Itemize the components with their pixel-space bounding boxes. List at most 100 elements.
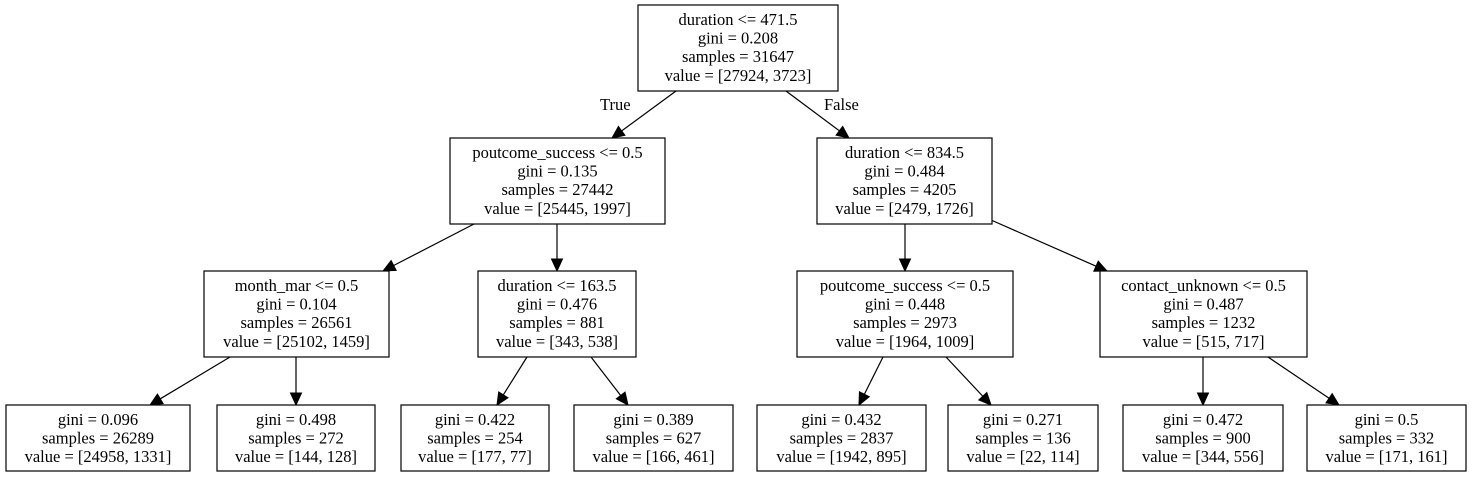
node-line: samples = 4205 (853, 180, 957, 199)
node-line: gini = 0.271 (983, 410, 1063, 429)
arrowhead-icon (1093, 260, 1109, 272)
node-line: samples = 2837 (790, 429, 894, 448)
edge-n6-n13 (1196, 357, 1210, 407)
node-line: value = [166, 461] (592, 447, 714, 466)
node-line: value = [515, 717] (1142, 332, 1264, 351)
node-line: value = [25102, 1459] (223, 332, 370, 351)
arrowhead-icon (289, 392, 303, 407)
node-line: duration <= 163.5 (498, 276, 617, 295)
arrowhead-icon (148, 393, 164, 406)
node-line: value = [22, 114] (966, 447, 1079, 466)
edge-n0-n2: False (785, 90, 859, 139)
node-line: samples = 136 (975, 429, 1070, 448)
arrowhead-icon (496, 391, 509, 407)
node-line: samples = 881 (509, 313, 604, 332)
edge-n3-n8 (289, 357, 303, 407)
edge-line (785, 90, 840, 132)
node-line: poutcome_success <= 0.5 (820, 276, 990, 295)
edge-line (590, 356, 622, 396)
edge-n2-n6 (990, 219, 1109, 272)
node-line: duration <= 834.5 (845, 143, 964, 162)
edge-n2-n5 (898, 224, 912, 273)
node-line: gini = 0.487 (1163, 295, 1243, 314)
arrowhead-icon (381, 259, 397, 272)
node-box (449, 137, 666, 225)
node-line: value = [2479, 1726] (835, 199, 974, 218)
node-line: gini = 0.104 (256, 295, 336, 314)
node-line: samples = 26561 (241, 313, 353, 332)
edge-line (945, 356, 984, 397)
node-line: value = [1964, 1009] (836, 332, 975, 351)
node-box (796, 270, 1014, 358)
node-box (947, 404, 1099, 472)
node-line: contact_unknown <= 0.5 (1121, 276, 1286, 295)
node-box (5, 404, 191, 472)
node-line: samples = 900 (1155, 429, 1250, 448)
edge-n6-n14 (1267, 356, 1340, 406)
node-line: samples = 1232 (1152, 313, 1256, 332)
edge-n3-n7 (148, 356, 231, 406)
arrowhead-icon (1196, 392, 1210, 407)
node-box (203, 270, 390, 358)
node-line: value = [27924, 3723] (665, 66, 812, 85)
arrowhead-icon (835, 125, 850, 139)
arrowhead-icon (611, 125, 626, 139)
node-line: samples = 272 (248, 429, 343, 448)
node-line: samples = 2973 (853, 313, 957, 332)
arrowhead-icon (977, 391, 992, 406)
node-box (573, 404, 734, 472)
node-line: samples = 27442 (502, 180, 614, 199)
edge-line (990, 219, 1097, 267)
node-box (1122, 404, 1284, 472)
node-line: value = [344, 556] (1142, 447, 1264, 466)
edge-n1-n4 (550, 224, 564, 273)
node-line: gini = 0.389 (613, 410, 693, 429)
node-line: samples = 332 (1339, 429, 1434, 448)
node-box (756, 404, 927, 472)
node-box (216, 404, 376, 472)
node-box (816, 137, 993, 225)
node-line: gini = 0.135 (517, 162, 597, 181)
node-line: gini = 0.432 (801, 410, 881, 429)
edge-n5-n11 (858, 356, 884, 407)
node-line: month_mar <= 0.5 (235, 276, 359, 295)
node-line: value = [24958, 1331] (25, 447, 172, 466)
node-box (400, 404, 550, 472)
edge-line (621, 90, 677, 132)
arrowhead-icon (550, 258, 564, 273)
node-line: gini = 0.208 (698, 29, 778, 48)
node-line: value = [144, 128] (235, 447, 357, 466)
node-line: value = [177, 77] (418, 447, 532, 466)
edge-n5-n12 (945, 356, 992, 406)
node-line: value = [171, 161] (1325, 447, 1447, 466)
node-line: gini = 0.422 (435, 410, 515, 429)
edge-line (502, 356, 528, 396)
edge-line (159, 356, 231, 400)
node-line: duration <= 471.5 (679, 10, 798, 29)
edge-label-false: False (824, 95, 859, 114)
arrowhead-icon (858, 391, 871, 407)
node-line: gini = 0.476 (517, 295, 597, 314)
arrowhead-icon (898, 258, 912, 273)
node-box (1306, 404, 1467, 472)
node-box (477, 270, 637, 358)
edge-n4-n9 (496, 356, 528, 407)
edge-line (863, 356, 884, 395)
node-line: samples = 627 (606, 429, 701, 448)
node-line: samples = 26289 (42, 429, 154, 448)
node-line: value = [25445, 1997] (484, 199, 631, 218)
node-line: gini = 0.448 (865, 295, 945, 314)
node-line: gini = 0.5 (1355, 410, 1419, 429)
node-line: samples = 254 (427, 429, 522, 448)
